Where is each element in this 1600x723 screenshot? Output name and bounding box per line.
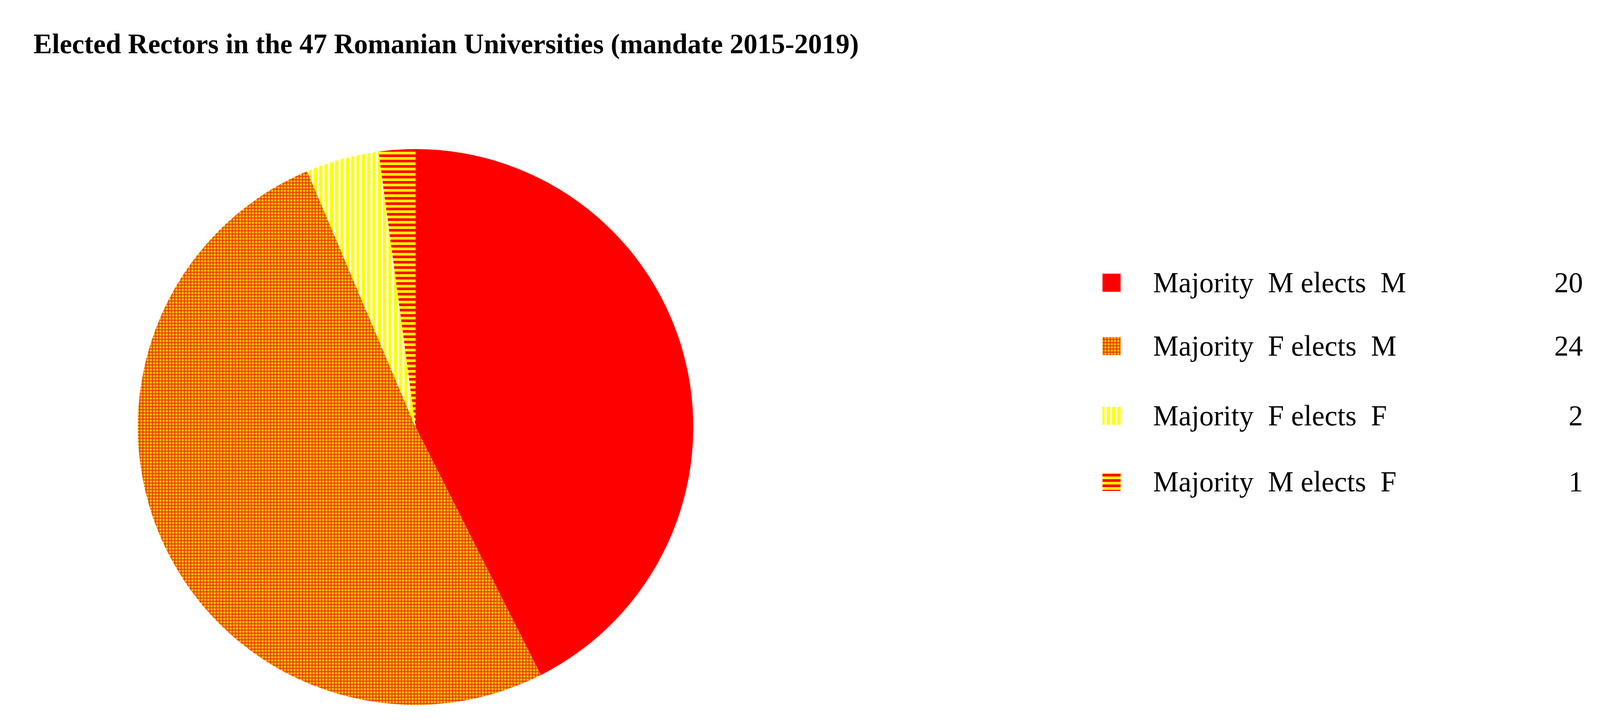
legend-label: Majority M elects F bbox=[1153, 465, 1397, 498]
legend-value: 20 bbox=[1554, 266, 1583, 299]
legend-value: 1 bbox=[1568, 465, 1583, 498]
chart: Elected Rectors in the 47 Romanian Unive… bbox=[0, 0, 1600, 723]
legend-swatch bbox=[1102, 336, 1121, 355]
title: Elected Rectors in the 47 Romanian Unive… bbox=[33, 28, 859, 60]
legend-label: Majority F elects F bbox=[1153, 399, 1387, 432]
pie bbox=[137, 148, 694, 705]
legend-label: Majority M elects M bbox=[1153, 266, 1406, 299]
legend-value: 2 bbox=[1568, 399, 1583, 432]
legend-swatch bbox=[1102, 406, 1121, 425]
legend-label: Majority F elects M bbox=[1153, 329, 1397, 362]
legend-value: 24 bbox=[1554, 329, 1583, 362]
slice bbox=[378, 148, 416, 427]
legend: Majority M elects M 20 Majority F elects M… bbox=[1102, 266, 1583, 498]
legend-swatch bbox=[1102, 472, 1121, 491]
legend-swatch bbox=[1102, 273, 1121, 292]
slice bbox=[137, 170, 541, 705]
